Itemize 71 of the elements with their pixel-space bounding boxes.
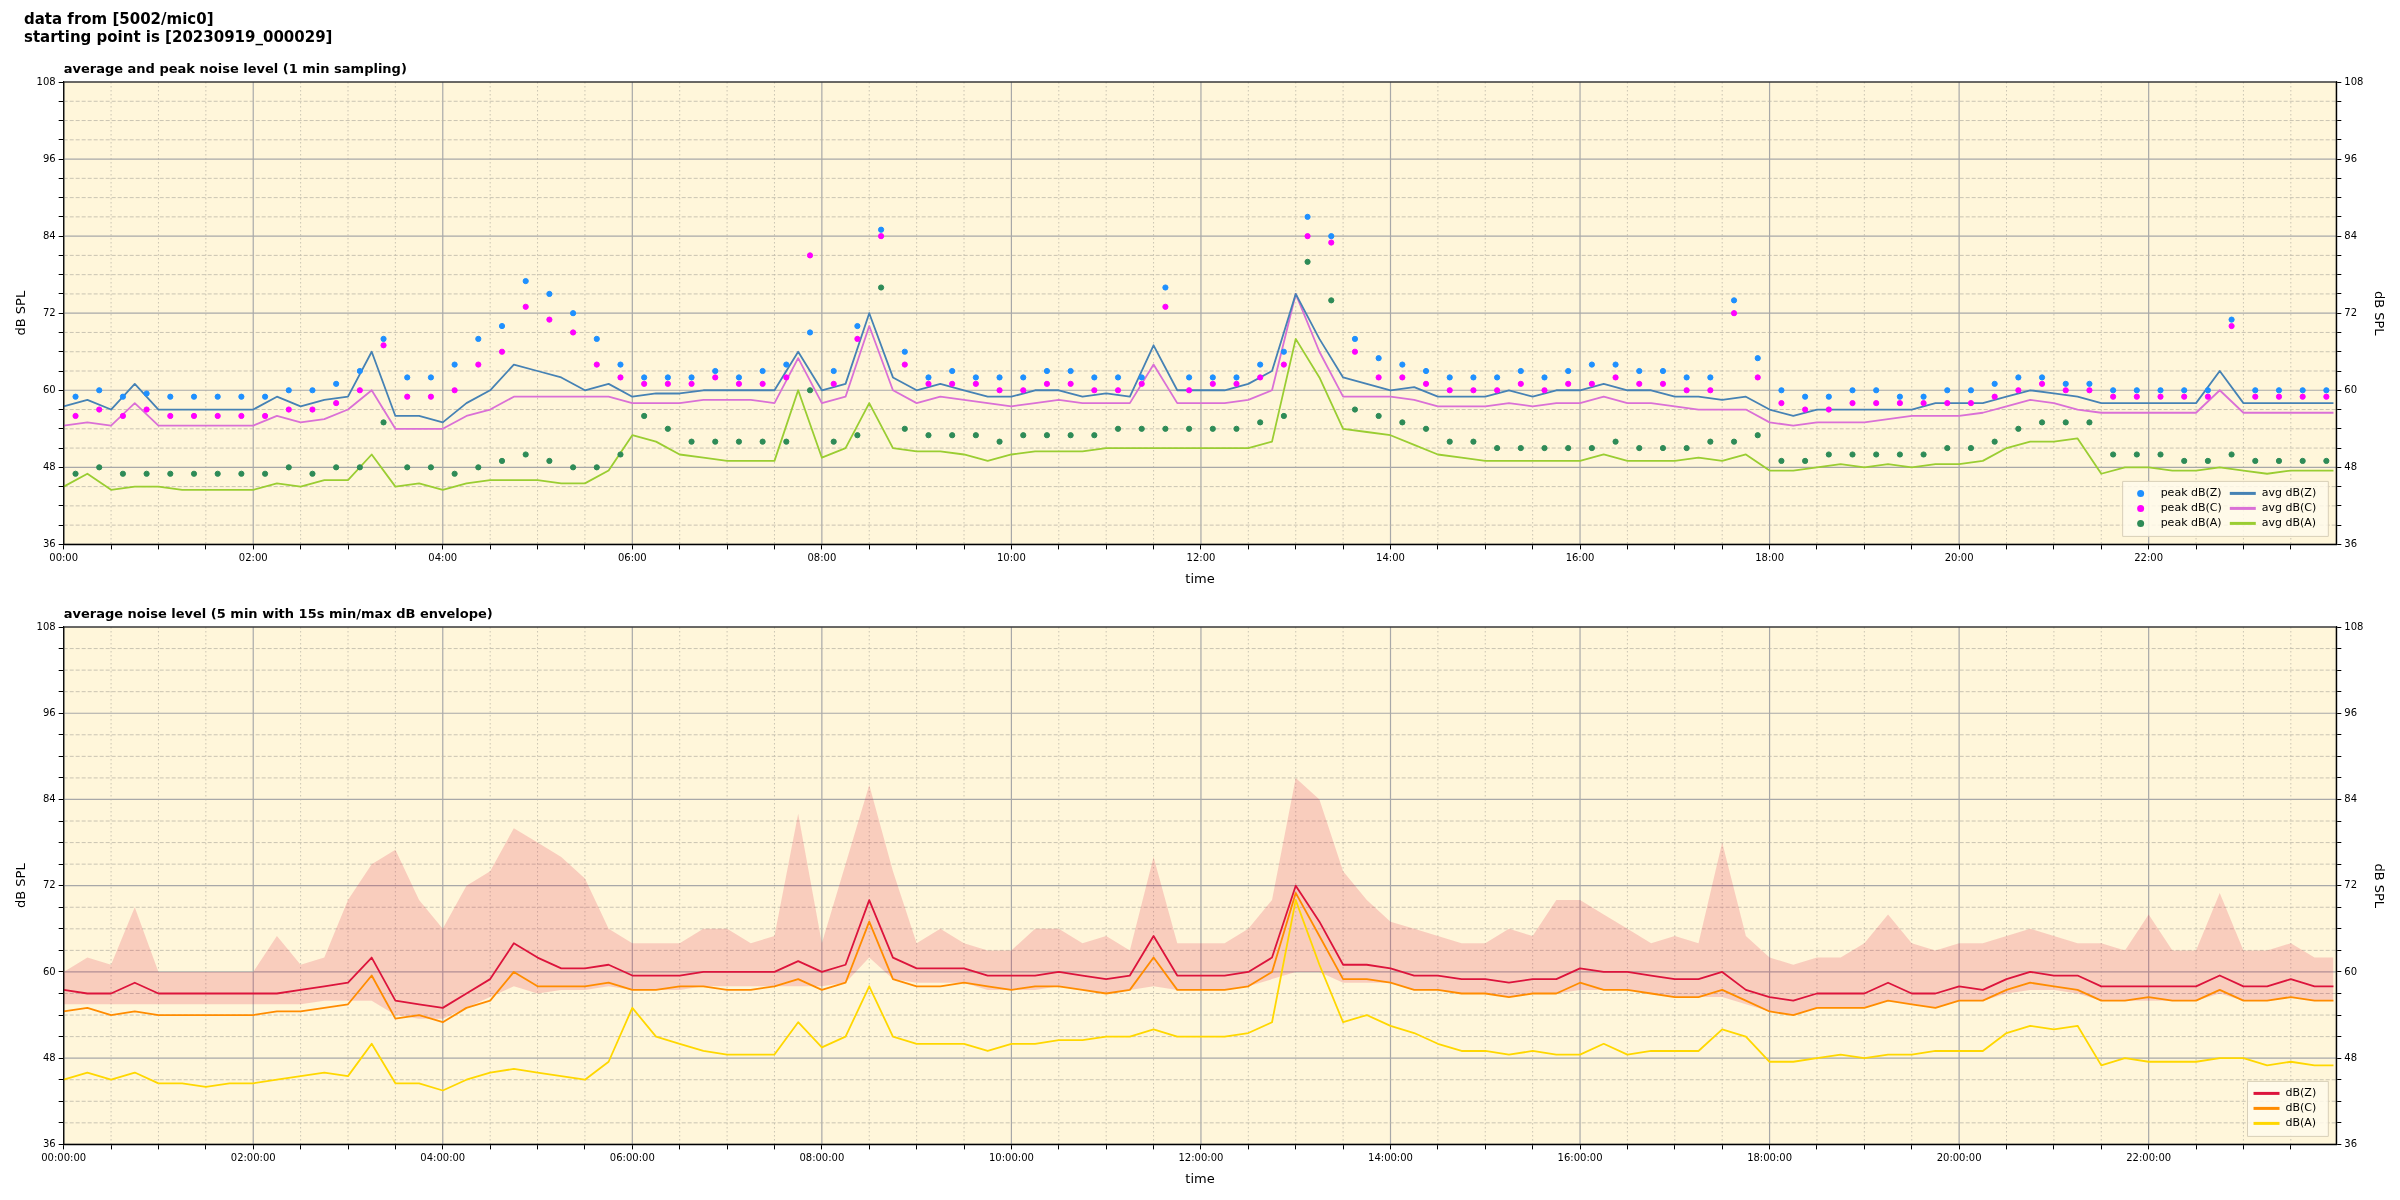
x-tick-label: 16:00:00 <box>1557 1151 1603 1163</box>
y2-tick-label: 96 <box>2344 152 2358 164</box>
x-tick-label: 22:00 <box>2134 551 2164 563</box>
y-tick-label: 48 <box>42 1051 56 1063</box>
x-tick-label: 06:00:00 <box>609 1151 655 1163</box>
x-tick-label: 00:00 <box>49 551 79 563</box>
y2-tick-label: 108 <box>2344 75 2364 87</box>
x-tick-label: 10:00 <box>996 551 1026 563</box>
y2-tick-label: 72 <box>2344 879 2358 891</box>
y-tick-label: 108 <box>36 75 56 87</box>
legend-label: dB(Z) <box>2285 1086 2317 1100</box>
x-tick-label: 04:00 <box>428 551 458 563</box>
x-tick-label: 04:00:00 <box>420 1151 466 1163</box>
y-tick-label: 108 <box>36 620 56 632</box>
x-tick-label: 06:00 <box>617 551 647 563</box>
x-tick-label: 16:00 <box>1565 551 1595 563</box>
y2-tick-label: 108 <box>2344 620 2364 632</box>
y2-tick-label: 60 <box>2344 383 2358 395</box>
y2-tick-label: 96 <box>2344 706 2358 718</box>
chart-title: average noise level (5 min with 15s min/max dB envelope) <box>63 605 493 621</box>
x-axis-title: time <box>1185 570 1215 586</box>
y-tick-label: 72 <box>42 879 56 891</box>
text: data from [5002/mic0] <box>24 10 215 28</box>
legend-label: dB(A) <box>2285 1116 2317 1130</box>
y-tick-label: 60 <box>42 965 56 977</box>
x-tick-label: 00:00:00 <box>41 1151 87 1163</box>
legend-label: peak dB(C) <box>2160 501 2222 515</box>
text: starting point is [20230919_000029] <box>24 28 334 46</box>
x-tick-label: 20:00:00 <box>1936 1151 1982 1163</box>
y-tick-label: 96 <box>42 152 56 164</box>
y-tick-label: 84 <box>42 793 56 805</box>
y2-tick-label: 36 <box>2344 1137 2358 1149</box>
chart-title: average and peak noise level (1 min sampling) <box>63 60 407 76</box>
y2-tick-label: 60 <box>2344 965 2358 977</box>
x-tick-label: 02:00 <box>238 551 268 563</box>
x-tick-label: 14:00 <box>1376 551 1405 563</box>
x-tick-label: 12:00 <box>1186 551 1216 563</box>
y2-tick-label: 36 <box>2344 537 2358 549</box>
y2-tick-label: 48 <box>2344 1051 2358 1063</box>
legend-label: avg dB(Z) <box>2261 486 2317 500</box>
y-axis-title: dB SPL <box>13 290 29 336</box>
x-tick-label: 18:00 <box>1755 551 1784 563</box>
y2-axis-title: dB SPL <box>2371 290 2387 337</box>
y-tick-label: 84 <box>42 229 56 241</box>
x-tick-label: 20:00 <box>1944 551 1974 563</box>
y2-tick-label: 84 <box>2344 793 2358 805</box>
x-tick-label: 18:00:00 <box>1747 1151 1793 1163</box>
y-axis-title: dB SPL <box>13 862 29 909</box>
legend-label: peak dB(Z) <box>2160 486 2222 500</box>
x-tick-label: 02:00:00 <box>230 1151 276 1163</box>
y-tick-label: 48 <box>42 460 56 472</box>
y-tick-label: 72 <box>42 306 56 318</box>
y2-tick-label: 84 <box>2344 229 2358 241</box>
x-tick-label: 12:00:00 <box>1178 1151 1224 1163</box>
x-axis-title: time <box>1185 1170 1215 1186</box>
y2-tick-label: 72 <box>2344 306 2358 318</box>
x-tick-label: 22:00:00 <box>2126 1151 2172 1163</box>
y2-tick-label: 48 <box>2344 460 2358 472</box>
legend-label: avg dB(C) <box>2261 501 2317 515</box>
legend-label: dB(C) <box>2285 1101 2317 1115</box>
x-tick-label: 10:00:00 <box>988 1151 1034 1163</box>
y-tick-label: 96 <box>42 706 56 718</box>
y2-axis-title: dB SPL <box>2371 863 2387 909</box>
x-tick-label: 08:00 <box>807 551 837 563</box>
x-tick-label: 08:00:00 <box>799 1151 845 1163</box>
y-tick-label: 36 <box>42 537 56 549</box>
x-tick-label: 14:00:00 <box>1368 1151 1413 1163</box>
legend-label: avg dB(A) <box>2261 516 2317 530</box>
y-tick-label: 60 <box>42 383 56 395</box>
legend-label: peak dB(A) <box>2160 516 2222 530</box>
y-tick-label: 36 <box>42 1137 56 1149</box>
